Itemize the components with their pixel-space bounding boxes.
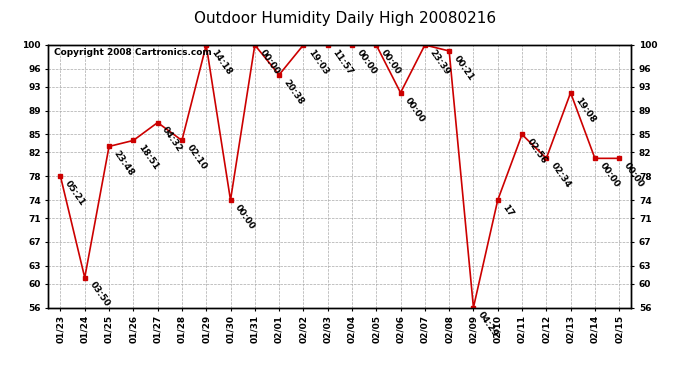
Text: 00:00: 00:00 xyxy=(257,48,281,76)
Text: 04:32: 04:32 xyxy=(160,125,184,154)
Text: 17: 17 xyxy=(500,203,515,218)
Text: 00:21: 00:21 xyxy=(452,54,475,82)
Text: 14:18: 14:18 xyxy=(209,48,233,76)
Text: 02:34: 02:34 xyxy=(549,161,573,190)
Text: 03:50: 03:50 xyxy=(88,280,111,309)
Text: 23:48: 23:48 xyxy=(112,149,136,178)
Text: 00:00: 00:00 xyxy=(233,203,257,231)
Text: Copyright 2008 Cartronics.com: Copyright 2008 Cartronics.com xyxy=(54,48,212,57)
Text: 19:03: 19:03 xyxy=(306,48,330,76)
Text: 18:51: 18:51 xyxy=(136,143,160,172)
Text: 05:21: 05:21 xyxy=(63,179,87,207)
Text: 23:39: 23:39 xyxy=(428,48,451,76)
Text: 00:00: 00:00 xyxy=(379,48,402,76)
Text: 00:00: 00:00 xyxy=(598,161,621,189)
Text: 00:00: 00:00 xyxy=(622,161,645,189)
Text: 02:56: 02:56 xyxy=(525,137,549,166)
Text: Outdoor Humidity Daily High 20080216: Outdoor Humidity Daily High 20080216 xyxy=(194,11,496,26)
Text: 11:57: 11:57 xyxy=(331,48,355,76)
Text: 19:08: 19:08 xyxy=(573,96,597,124)
Text: 00:00: 00:00 xyxy=(355,48,378,76)
Text: 02:10: 02:10 xyxy=(185,143,208,172)
Text: 04:29: 04:29 xyxy=(476,310,500,339)
Text: 20:38: 20:38 xyxy=(282,78,306,106)
Text: 00:00: 00:00 xyxy=(404,96,427,124)
